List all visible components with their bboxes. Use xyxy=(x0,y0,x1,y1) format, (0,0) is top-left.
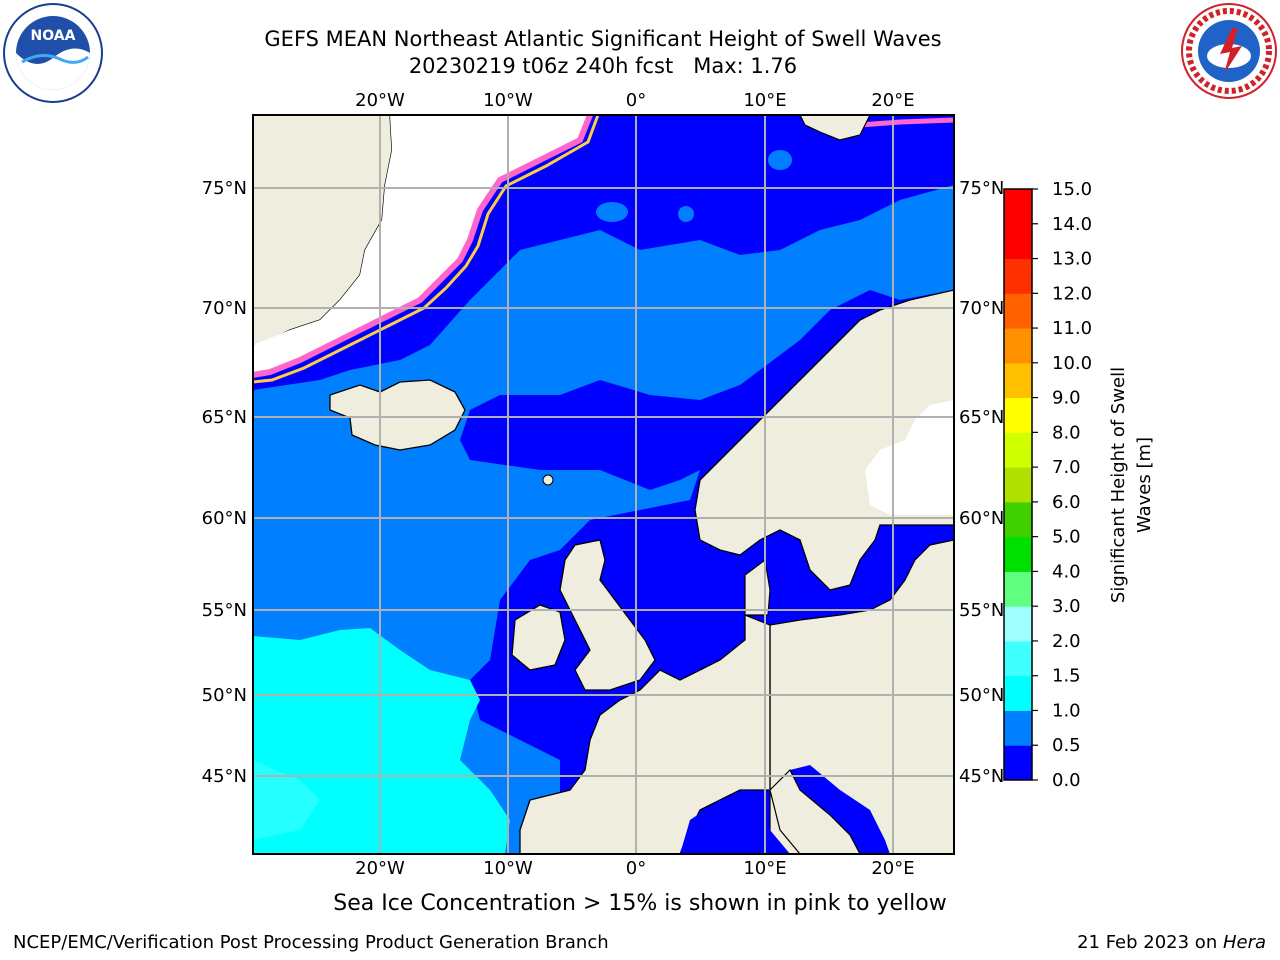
britain-landmass xyxy=(559,539,656,691)
lat-label: 50°N xyxy=(202,685,247,706)
noaa-logo-text: NOAA xyxy=(31,28,76,44)
noaa-logo-icon: NOAA xyxy=(3,3,103,103)
colorbar-segment xyxy=(1004,328,1032,364)
colorbar-segment xyxy=(1004,467,1032,503)
colorbar-segment xyxy=(1004,536,1032,572)
lat-label: 45°N xyxy=(202,766,247,787)
footer-credit: NCEP/EMC/Verification Post Processing Pr… xyxy=(13,932,609,953)
lat-label: 70°N xyxy=(202,298,247,319)
colorbar-tick-label: 15.0 xyxy=(1052,179,1092,200)
colorbar-label-line1: Significant Height of Swell xyxy=(1108,367,1129,603)
colorbar-tick-label: 3.0 xyxy=(1052,596,1081,617)
lat-label: 75°N xyxy=(959,178,1004,199)
colorbar-tick-label: 10.0 xyxy=(1052,353,1092,374)
lat-label: 60°N xyxy=(202,508,247,529)
denmark-landmass xyxy=(744,558,771,616)
lat-label: 45°N xyxy=(959,766,1004,787)
colorbar-tick-label: 7.0 xyxy=(1052,457,1081,478)
chart-title: GEFS MEAN Northeast Atlantic Significant… xyxy=(264,27,942,51)
lat-label: 60°N xyxy=(959,508,1004,529)
colorbar-tick-label: 11.0 xyxy=(1052,318,1092,339)
colorbar-label: Significant Height of Swell Waves [m] xyxy=(1108,367,1155,603)
lon-label: 0° xyxy=(626,90,646,111)
lon-label: 20°E xyxy=(871,858,914,879)
colorbar-segment xyxy=(1004,293,1032,329)
ireland-landmass xyxy=(511,604,566,671)
iceland-landmass xyxy=(329,379,466,451)
colorbar-tick-label: 1.0 xyxy=(1052,700,1081,721)
footer-date: 21 Feb 2023 on Hera xyxy=(1077,932,1266,953)
colorbar-segment xyxy=(1004,675,1032,711)
lon-label: 10°W xyxy=(483,858,533,879)
colorbar-tick-label: 6.0 xyxy=(1052,492,1081,513)
colorbar-tick-label: 4.0 xyxy=(1052,561,1081,582)
colorbar-tick-label: 1.5 xyxy=(1052,666,1081,687)
colorbar-frame xyxy=(1003,188,1033,781)
colorbar-segment xyxy=(1004,189,1032,225)
colorbar-tick-label: 14.0 xyxy=(1052,214,1092,235)
lat-label: 70°N xyxy=(959,298,1004,319)
lon-label: 20°W xyxy=(355,90,405,111)
lon-label: 10°W xyxy=(483,90,533,111)
nws-logo-icon xyxy=(1181,3,1277,99)
colorbar-segment xyxy=(1004,397,1032,433)
colorbar-tick-label: 9.0 xyxy=(1052,388,1081,409)
lon-labels-bottom: 20°W 10°W 0° 10°E 20°E xyxy=(355,858,914,879)
lat-label: 55°N xyxy=(959,600,1004,621)
colorbar-tick-label: 2.0 xyxy=(1052,631,1081,652)
colorbar-segment xyxy=(1004,432,1032,468)
footer-host: Hera xyxy=(1222,932,1266,953)
colorbar-tick-label: 8.0 xyxy=(1052,422,1081,443)
footer-date-text: 21 Feb 2023 on xyxy=(1077,932,1223,953)
lat-label: 55°N xyxy=(202,600,247,621)
lat-label: 75°N xyxy=(202,178,247,199)
colorbar-tick-label: 13.0 xyxy=(1052,249,1092,270)
europe-landmass xyxy=(519,614,771,854)
svalbard-landmass xyxy=(799,115,871,141)
colorbar-label-line2: Waves [m] xyxy=(1134,437,1155,533)
lat-label: 65°N xyxy=(959,407,1004,428)
scandinavia-landmass xyxy=(694,289,954,591)
sea-ice-edge xyxy=(253,115,593,378)
colorbar-segment xyxy=(1004,710,1032,746)
colorbar-segment xyxy=(1004,258,1032,294)
lat-label: 50°N xyxy=(959,685,1004,706)
lat-label: 65°N xyxy=(202,407,247,428)
colorbar-segment xyxy=(1004,745,1032,781)
sea-ice-note: Sea Ice Concentration > 15% is shown in … xyxy=(333,891,947,916)
lon-label: 10°E xyxy=(743,858,786,879)
bothnia-ice xyxy=(865,400,954,515)
map-frame xyxy=(252,114,955,855)
colorbar-segment xyxy=(1004,362,1032,399)
mediterranean-sea xyxy=(680,790,790,854)
lon-label: 10°E xyxy=(743,90,786,111)
lat-labels-left: 75°N 70°N 65°N 60°N 55°N 50°N 45°N xyxy=(202,178,247,787)
colorbar-tick-label: 5.0 xyxy=(1052,527,1081,548)
lat-labels-right: 75°N 70°N 65°N 60°N 55°N 50°N 45°N xyxy=(959,178,1004,787)
colorbar-segment xyxy=(1004,223,1032,260)
colorbar-segment xyxy=(1004,606,1032,642)
lon-label: 20°W xyxy=(355,858,405,879)
colorbar-tick-label: 0.0 xyxy=(1052,770,1081,791)
graticule xyxy=(253,115,954,854)
colorbar-tick-label: 12.0 xyxy=(1052,283,1092,304)
lon-labels-top: 20°W 10°W 0° 10°E 20°E xyxy=(355,90,914,111)
colorbar-segment xyxy=(1004,571,1032,607)
colorbar-tick-label: 0.5 xyxy=(1052,735,1081,756)
lon-label: 20°E xyxy=(871,90,914,111)
colorbar-segment xyxy=(1004,501,1032,538)
lon-label: 0° xyxy=(626,858,646,879)
chart-subtitle: 20230219 t06z 240h fcst Max: 1.76 xyxy=(408,54,798,78)
colorbar-segment xyxy=(1004,640,1032,677)
colorbar: 0.0 0.5 1.0 1.5 2.0 3.0 4.0 5.0 6.0 7.0 8.0 9.0 10.0… xyxy=(1003,179,1092,791)
